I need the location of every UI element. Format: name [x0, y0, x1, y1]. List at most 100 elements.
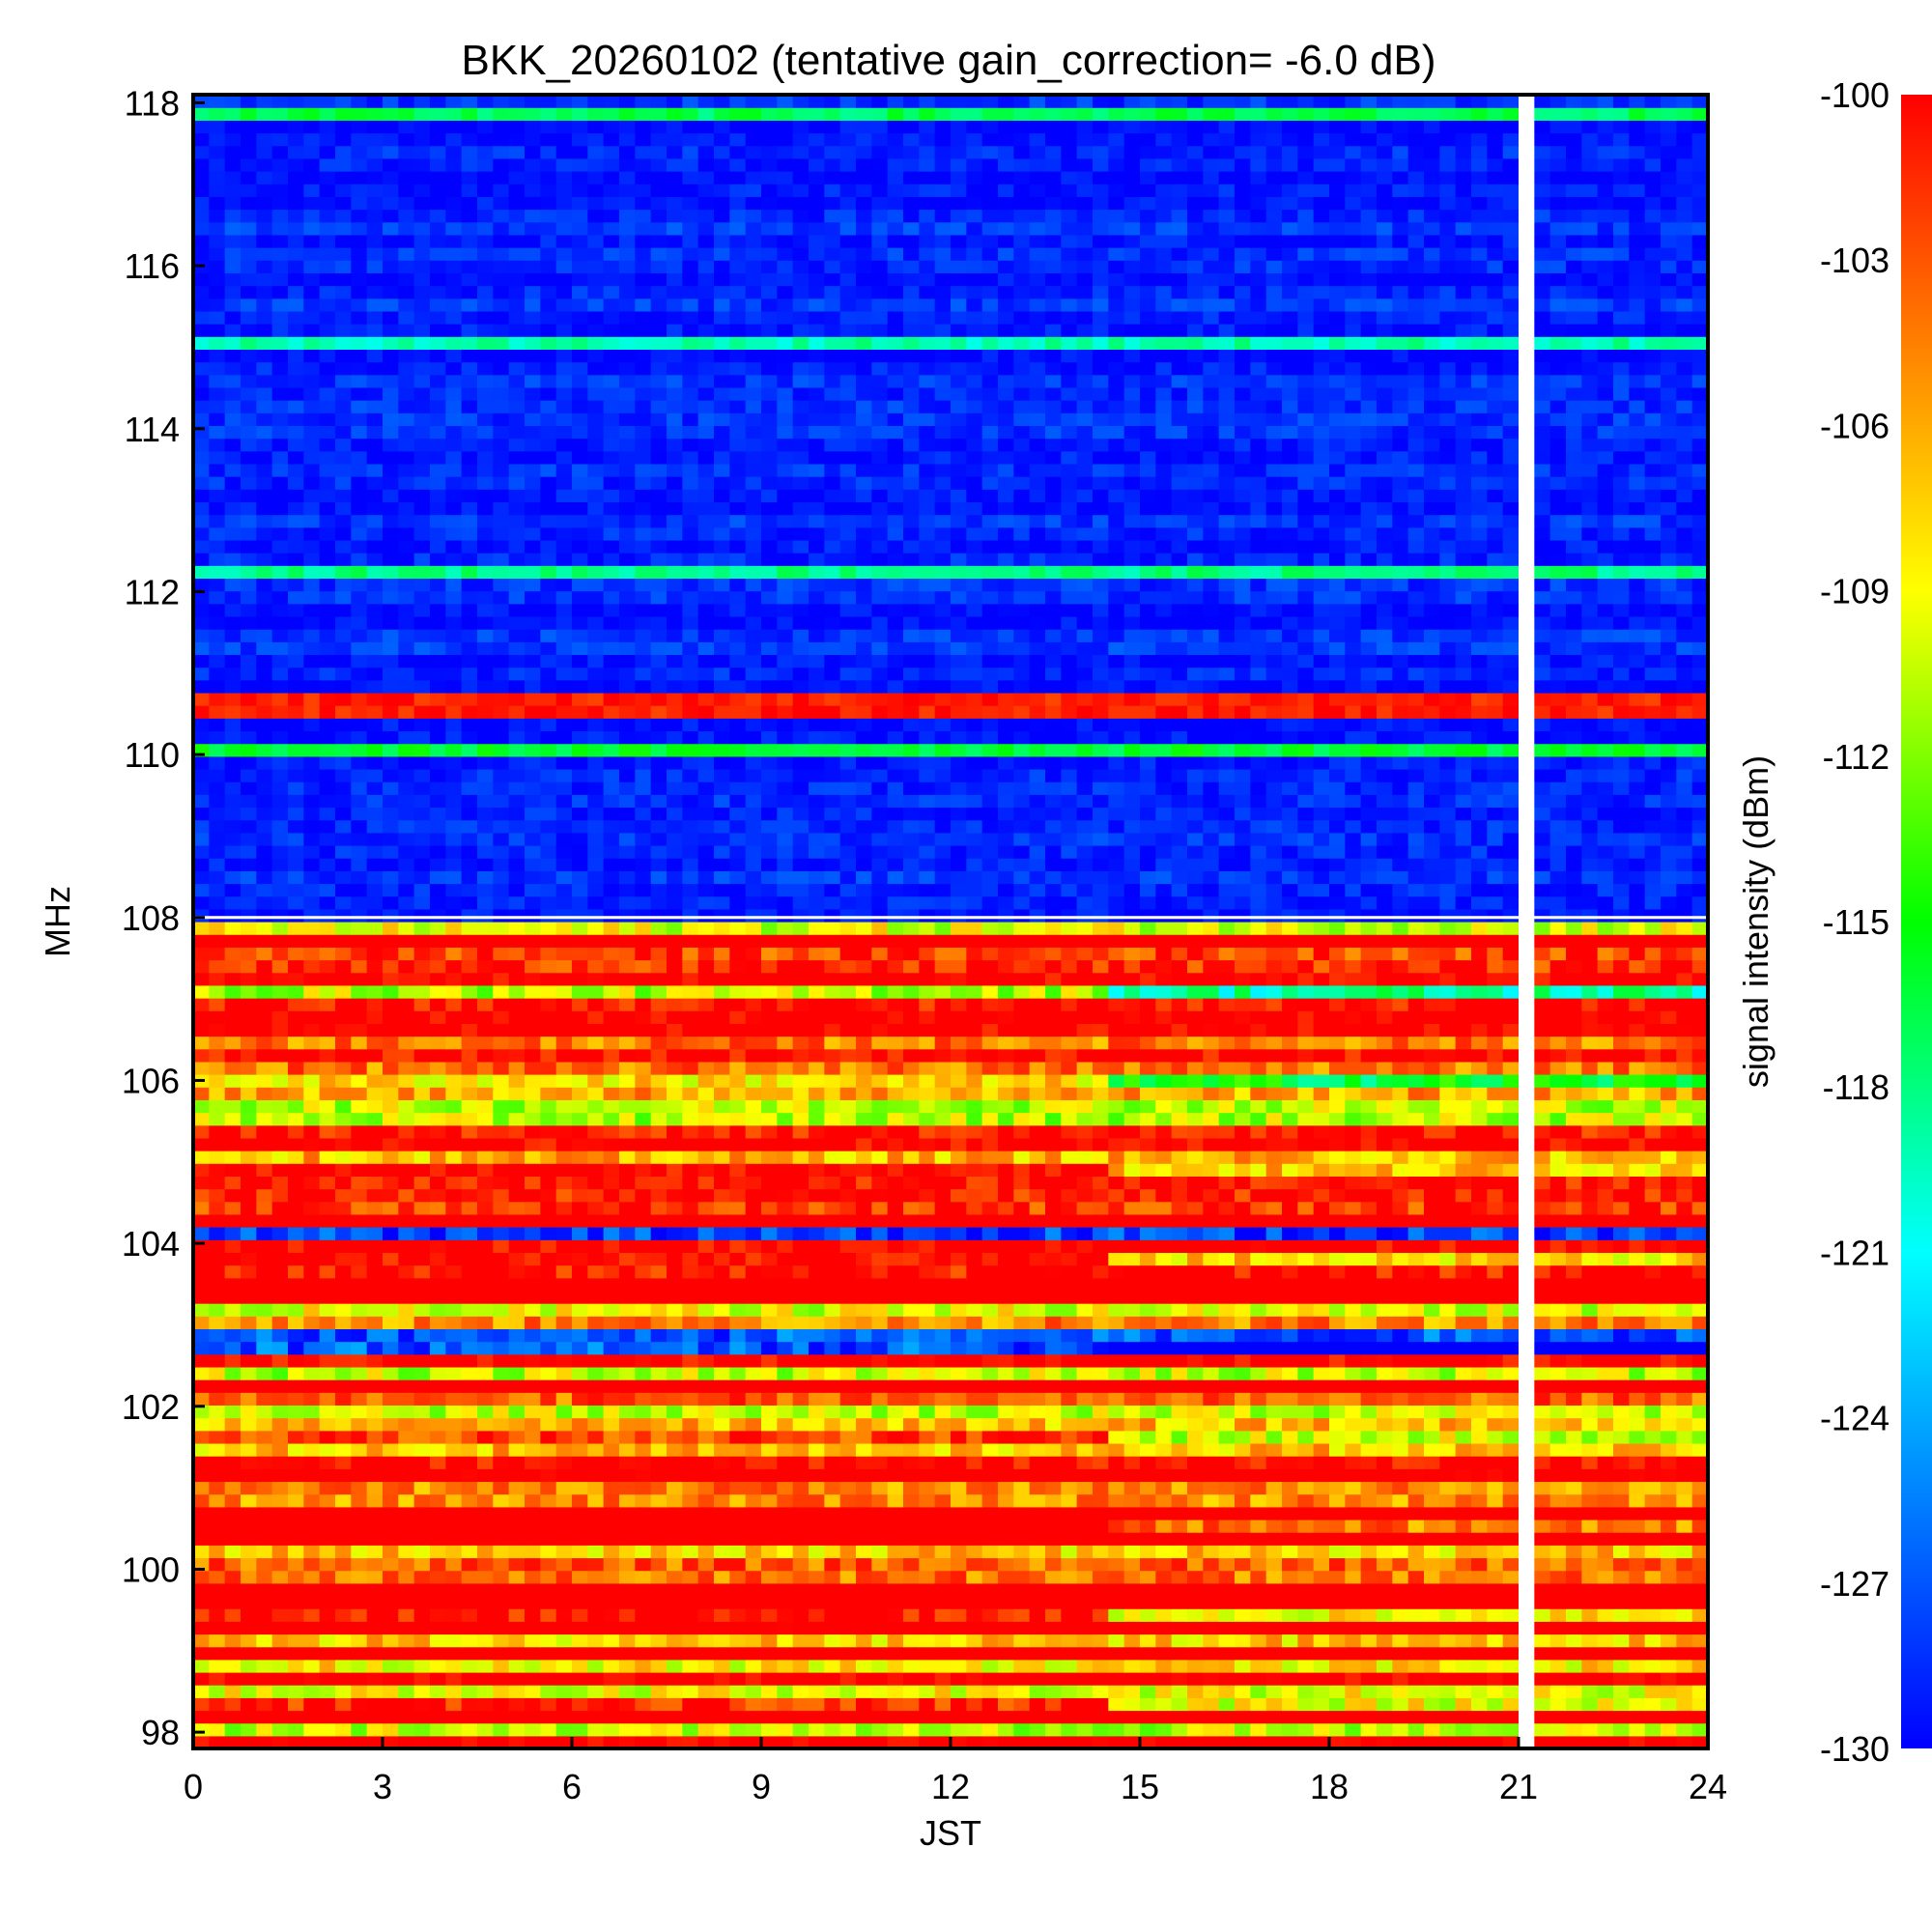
heatmap-cell — [256, 1570, 273, 1584]
heatmap-cell — [1076, 1137, 1094, 1151]
heatmap-cell — [1407, 1176, 1425, 1190]
heatmap-cell — [1013, 1112, 1031, 1126]
heatmap-cell — [1534, 1379, 1551, 1393]
heatmap-cell — [1329, 1201, 1346, 1215]
heatmap-cell — [1597, 1252, 1614, 1266]
heatmap-cell — [619, 1506, 636, 1520]
heatmap-cell — [1377, 1290, 1393, 1304]
heatmap-cell — [193, 1595, 210, 1609]
heatmap-cell — [1329, 1646, 1346, 1661]
heatmap-cell — [587, 1239, 605, 1253]
heatmap-cell — [1329, 1685, 1346, 1698]
heatmap-cell — [271, 1659, 289, 1673]
heatmap-cell — [1329, 1634, 1346, 1648]
heatmap-cell — [1045, 1290, 1062, 1304]
heatmap-cell — [493, 1710, 510, 1724]
heatmap-cell — [555, 1417, 573, 1432]
heatmap-cell — [824, 1493, 841, 1508]
heatmap-cell — [1519, 1685, 1535, 1698]
heatmap-cell — [667, 1239, 683, 1253]
heatmap-cell — [1013, 1570, 1031, 1584]
heatmap-cell — [1045, 1506, 1062, 1520]
heatmap-cell — [1029, 1582, 1046, 1597]
heatmap-cell — [271, 1634, 289, 1648]
heatmap-cell — [1218, 1735, 1236, 1749]
heatmap-cell — [1676, 1506, 1693, 1520]
heatmap-cell — [1424, 1163, 1440, 1177]
heatmap-cell — [1029, 1112, 1046, 1126]
heatmap-cell — [209, 1710, 226, 1724]
heatmap-cell — [1155, 1545, 1173, 1559]
heatmap-cell — [1691, 1710, 1709, 1724]
heatmap-cell — [224, 1264, 242, 1279]
heatmap-cell — [1313, 1506, 1330, 1520]
heatmap-cell — [871, 1456, 889, 1469]
heatmap-cell — [224, 1468, 242, 1483]
heatmap-cell — [951, 1176, 967, 1190]
heatmap-cell — [540, 1227, 557, 1240]
heatmap-cell — [635, 1252, 652, 1266]
heatmap-cell — [383, 1353, 399, 1368]
heatmap-cell — [1329, 1112, 1346, 1126]
heatmap-cell — [413, 1481, 431, 1495]
heatmap-cell — [1644, 1087, 1662, 1100]
heatmap-cell — [809, 1735, 825, 1749]
heatmap-cell — [1155, 1303, 1173, 1317]
heatmap-cell — [508, 1735, 526, 1749]
heatmap-cell — [1140, 1201, 1156, 1215]
heatmap-cell — [303, 1124, 321, 1139]
heatmap-cell — [729, 1201, 747, 1215]
heatmap-cell — [1392, 1545, 1409, 1559]
heatmap-cell — [1297, 1201, 1315, 1215]
heatmap-cell — [241, 1582, 257, 1597]
heatmap-cell — [1534, 1392, 1551, 1406]
heatmap-cell — [540, 1099, 557, 1114]
heatmap-cell — [1581, 1442, 1599, 1457]
heatmap-cell — [1155, 1710, 1173, 1724]
heatmap-cell — [1203, 1188, 1220, 1203]
heatmap-cell — [777, 1481, 794, 1495]
heatmap-cell — [856, 1582, 872, 1597]
heatmap-cell — [383, 1124, 399, 1139]
heatmap-cell — [1377, 1201, 1393, 1215]
heatmap-cell — [1424, 1353, 1440, 1368]
heatmap-cell — [966, 1213, 983, 1228]
heatmap-cell — [525, 1595, 541, 1609]
heatmap-cell — [998, 1493, 1014, 1508]
heatmap-cell — [824, 1316, 841, 1330]
heatmap-cell — [1661, 1252, 1677, 1266]
heatmap-cell — [809, 1582, 825, 1597]
heatmap-cell — [1549, 1519, 1567, 1533]
heatmap-cell — [477, 1290, 494, 1304]
heatmap-cell — [919, 1303, 936, 1317]
heatmap-cell — [1581, 1570, 1599, 1584]
heatmap-cell — [1455, 1201, 1472, 1215]
heatmap-cell — [383, 1671, 399, 1686]
heatmap-cell — [1235, 1468, 1251, 1483]
heatmap-cell — [981, 1112, 999, 1126]
heatmap-cell — [1471, 1366, 1488, 1380]
heatmap-cell — [1581, 1112, 1599, 1126]
heatmap-cell — [445, 1430, 463, 1444]
heatmap-cell — [1013, 1290, 1031, 1304]
heatmap-cell — [525, 1353, 541, 1368]
heatmap-cell — [1313, 1290, 1330, 1304]
heatmap-cell — [1140, 1621, 1156, 1635]
heatmap-cell — [1644, 1442, 1662, 1457]
heatmap-cell — [903, 1316, 920, 1330]
heatmap-cell — [981, 1545, 999, 1559]
heatmap-cell — [1171, 1151, 1188, 1164]
heatmap-cell — [288, 1722, 304, 1737]
heatmap-cell — [1407, 1201, 1425, 1215]
heatmap-cell — [383, 1608, 399, 1622]
heatmap-cell — [1029, 1430, 1046, 1444]
heatmap-cell — [839, 1634, 857, 1648]
heatmap-cell — [1661, 1570, 1677, 1584]
heatmap-cell — [1313, 1264, 1330, 1279]
heatmap-cell — [1108, 1328, 1125, 1343]
heatmap-cell — [383, 1392, 399, 1406]
heatmap-cell — [288, 1290, 304, 1304]
heatmap-cell — [635, 1188, 652, 1203]
heatmap-cell — [1203, 1608, 1220, 1622]
heatmap-cell — [413, 1405, 431, 1419]
